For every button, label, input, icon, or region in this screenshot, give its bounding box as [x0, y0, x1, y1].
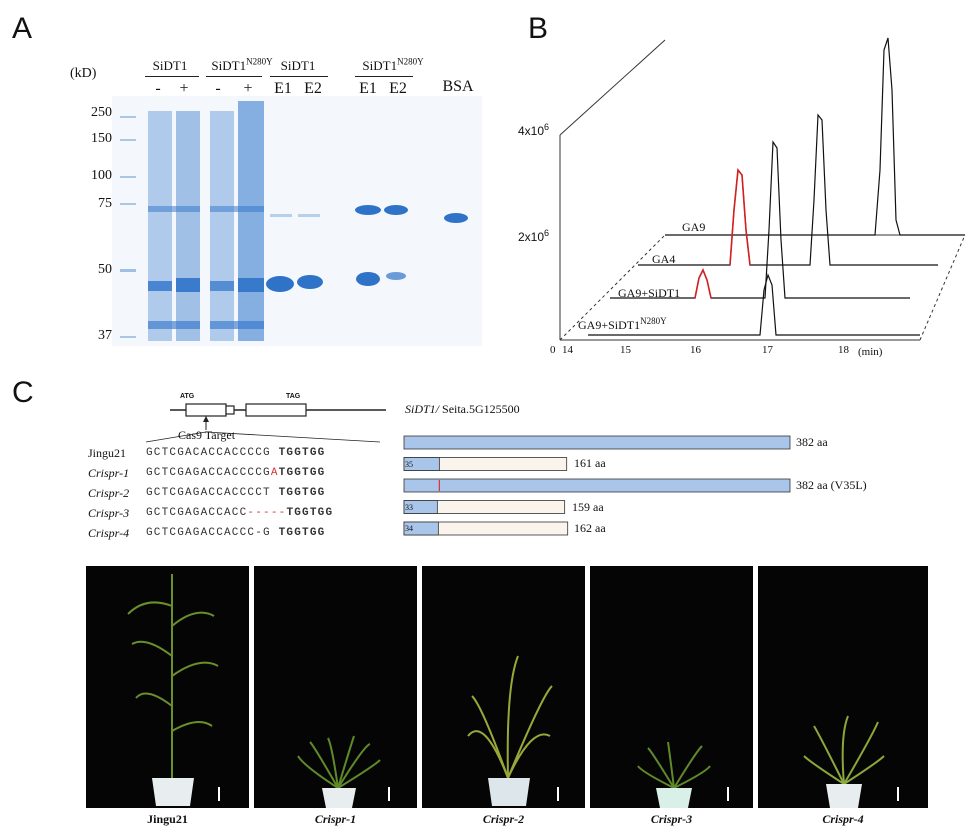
mutation-position-label: 34 [405, 524, 413, 533]
mw-marker: 50 [98, 262, 112, 277]
protein-inframe-segment [403, 521, 439, 536]
photo-label: Crispr-4 [822, 812, 864, 826]
mw-marker: 37 [98, 328, 112, 343]
photo-label: Crispr-3 [650, 812, 693, 826]
protein-length-label: 382 aa (V35L) [796, 478, 867, 492]
panel-c-letter: C [12, 376, 34, 409]
photo-label: Crispr-2 [482, 812, 525, 826]
x-tick: 17 [762, 344, 773, 356]
chromatogram [559, 37, 966, 341]
allele-sequence: GCTCGAGACCACC-----TGGTGG [146, 507, 334, 519]
mw-marker: 75 [98, 196, 112, 211]
panel-b-letter: B [528, 12, 549, 45]
photo-label: Jingu21 [147, 812, 188, 826]
protein-length-label: 162 aa [574, 521, 606, 535]
protein-inframe-segment [403, 457, 440, 471]
group-label-3: SiDT1 [280, 58, 316, 73]
protein-inframe-segment [403, 500, 438, 514]
allele-sequence: GCTCGAGACCACCC-G TGGTGG [146, 527, 326, 539]
panel-a-letter: A [12, 12, 33, 45]
atg-label: ATG [180, 393, 195, 400]
y-tick: 2x106 [518, 228, 550, 245]
allele-sequence: GCTCGAGACCACCCCT TGGTGG [146, 487, 326, 499]
protein-bar [403, 478, 791, 493]
trace-label: GA9 [682, 220, 706, 234]
x-unit: (min) [858, 346, 883, 358]
scale-bar [388, 787, 390, 801]
trace-label: GA4 [652, 252, 676, 266]
sds-page-gel [112, 96, 482, 346]
plant-photo-crispr-2 [422, 566, 585, 808]
protein-diagram [403, 435, 791, 536]
group-label-2: SiDT1N280Y [211, 56, 273, 73]
lane-label: E1 [359, 80, 377, 97]
lane-label: - [155, 80, 161, 97]
mutation-position-label: 35 [405, 460, 413, 469]
group-underline-3 [270, 76, 328, 77]
plant-photo-crispr-3 [590, 566, 753, 808]
x-tick: 18 [838, 344, 849, 356]
plant-photo-crispr-1 [254, 566, 417, 808]
allele-name-crispr-1: Crispr-1 [88, 466, 130, 480]
scale-bar [897, 787, 899, 801]
group-label-4: SiDT1N280Y [362, 56, 424, 73]
scale-bar [727, 787, 729, 801]
lane-label: + [243, 80, 253, 97]
mw-marker: 100 [91, 168, 112, 183]
protein-bar [403, 435, 791, 450]
x-tick: 15 [620, 344, 631, 356]
lane-label: + [179, 80, 189, 97]
allele-name-crispr-2: Crispr-2 [88, 486, 130, 500]
x-tick: 14 [562, 344, 573, 356]
gene-name: SiDT1/ Seita.5G125500 [405, 402, 520, 416]
allele-name-crispr-4: Crispr-4 [88, 526, 130, 540]
mw-marker: 150 [91, 131, 112, 146]
photo-label: Crispr-1 [314, 812, 357, 826]
y-tick: 4x106 [518, 122, 550, 139]
trace-label: GA9+SiDT1N280Y [578, 316, 667, 333]
gene-model [145, 403, 386, 443]
allele-sequence: GCTCGAGACCACCCCGATGGTGG [146, 467, 326, 479]
protein-length-label: 161 aa [574, 456, 606, 470]
group-underline-2 [206, 76, 262, 77]
protein-length-label: 159 aa [572, 500, 604, 514]
scale-bar [557, 787, 559, 801]
bsa-label: BSA [442, 78, 474, 95]
allele-sequence: GCTCGACACCACCCCG TGGTGG [146, 447, 326, 459]
lane-label: - [215, 80, 221, 97]
trace-label: GA9+SiDT1 [618, 286, 681, 300]
lane-label: E2 [304, 80, 322, 97]
lane-label: E1 [274, 80, 292, 97]
protein-length-label: 382 aa [796, 435, 828, 449]
group-label-1: SiDT1 [152, 58, 188, 73]
scale-bar [218, 787, 220, 801]
allele-name-jingu21: Jingu21 [88, 446, 127, 460]
group-underline-1 [145, 76, 199, 77]
mw-marker: 250 [91, 105, 112, 120]
kd-unit-label: (kD) [70, 66, 97, 81]
allele-name-crispr-3: Crispr-3 [88, 506, 130, 520]
group-underline-4 [355, 76, 413, 77]
cas9-target-label: Cas9 Target [178, 428, 236, 442]
x-tick: 0 [550, 344, 556, 356]
mutation-position-label: 33 [405, 503, 413, 512]
tag-label: TAG [286, 393, 301, 400]
plant-photo-crispr-4 [758, 566, 928, 808]
plant-photo-jingu21 [86, 566, 249, 808]
lane-label: E2 [389, 80, 407, 97]
x-tick: 16 [690, 344, 701, 356]
